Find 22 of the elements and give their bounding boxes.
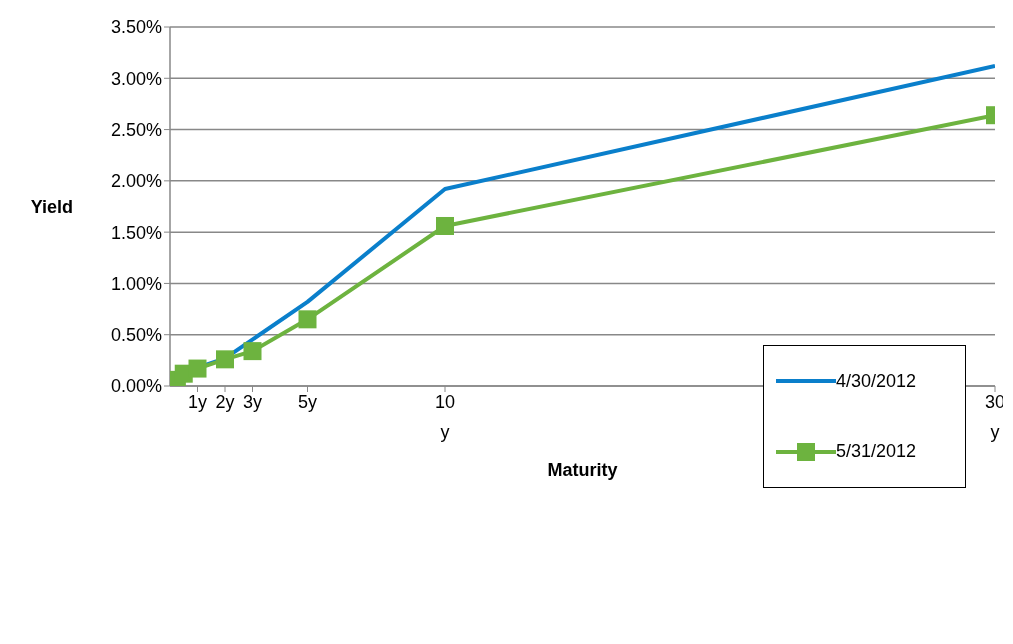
y-tick-label: 1.00%	[110, 273, 162, 294]
y-tick-label: 3.00%	[110, 68, 162, 89]
y-tick-label: 1.50%	[110, 222, 162, 243]
point	[188, 359, 207, 378]
point	[436, 216, 454, 235]
x-tick-label: 2y	[215, 392, 235, 412]
y-tick-label: 0.00%	[110, 376, 162, 397]
y-tick-label: 3.50%	[110, 17, 162, 38]
x-tick-label: 1y	[187, 392, 208, 412]
y-tick-label: 0.50%	[110, 325, 162, 346]
x-axis-title: Maturity	[547, 460, 618, 480]
x-tick-label: 3y	[242, 392, 263, 412]
x-tick-label: 5y	[297, 392, 318, 412]
y-axis-title: Yield	[30, 196, 73, 217]
legend-label: 5/31/2012	[836, 441, 917, 463]
legend-label: 4/30/2012	[836, 370, 917, 392]
y-tick-label: 2.00%	[110, 171, 162, 192]
point	[298, 310, 317, 329]
x-tick-label: 10 y	[434, 392, 456, 442]
point	[216, 350, 234, 369]
point	[243, 342, 262, 361]
y-tick-label: 2.50%	[110, 119, 162, 140]
